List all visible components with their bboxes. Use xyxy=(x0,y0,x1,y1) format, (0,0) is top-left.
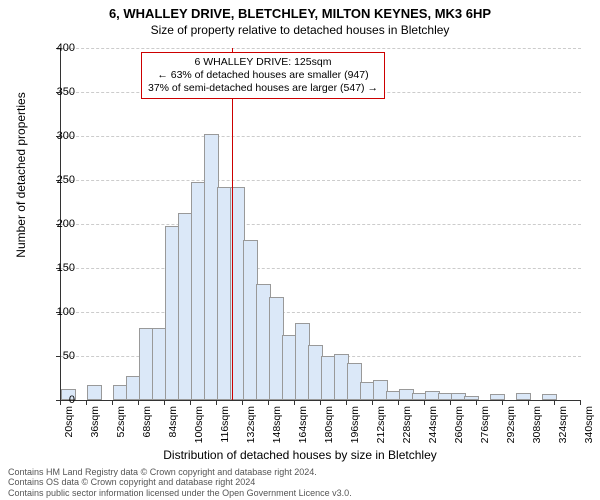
xtick-label: 36sqm xyxy=(89,406,101,456)
ytick-label: 400 xyxy=(45,42,75,54)
gridline xyxy=(61,48,581,49)
footer-line-2: Contains OS data © Crown copyright and d… xyxy=(8,477,352,487)
xtick-mark xyxy=(190,400,191,405)
xtick-mark xyxy=(60,400,61,405)
xtick-label: 20sqm xyxy=(63,406,75,456)
y-axis-label: Number of detached properties xyxy=(14,50,28,300)
xtick-label: 276sqm xyxy=(479,406,491,456)
xtick-label: 196sqm xyxy=(349,406,361,456)
xtick-mark xyxy=(502,400,503,405)
xtick-label: 84sqm xyxy=(167,406,179,456)
histogram-bar xyxy=(516,393,531,400)
ytick-label: 50 xyxy=(45,350,75,362)
xtick-label: 244sqm xyxy=(427,406,439,456)
xtick-label: 340sqm xyxy=(583,406,595,456)
gridline xyxy=(61,180,581,181)
xtick-mark xyxy=(164,400,165,405)
xtick-label: 260sqm xyxy=(453,406,465,456)
xtick-label: 52sqm xyxy=(115,406,127,456)
ytick-label: 250 xyxy=(45,174,75,186)
gridline xyxy=(61,224,581,225)
footer-attribution: Contains HM Land Registry data © Crown c… xyxy=(8,467,352,498)
infobox-line-1: 6 WHALLEY DRIVE: 125sqm xyxy=(148,56,378,69)
xtick-label: 148sqm xyxy=(271,406,283,456)
xtick-mark xyxy=(294,400,295,405)
xtick-mark xyxy=(112,400,113,405)
reference-marker-line xyxy=(232,48,233,400)
xtick-label: 116sqm xyxy=(219,406,231,456)
page-subtitle: Size of property relative to detached ho… xyxy=(0,22,600,37)
xtick-mark xyxy=(554,400,555,405)
xtick-mark xyxy=(216,400,217,405)
xtick-label: 212sqm xyxy=(375,406,387,456)
xtick-label: 324sqm xyxy=(557,406,569,456)
xtick-mark xyxy=(398,400,399,405)
xtick-label: 228sqm xyxy=(401,406,413,456)
xtick-mark xyxy=(86,400,87,405)
footer-line-3: Contains public sector information licen… xyxy=(8,488,352,498)
gridline xyxy=(61,268,581,269)
xtick-label: 132sqm xyxy=(245,406,257,456)
gridline xyxy=(61,136,581,137)
xtick-mark xyxy=(580,400,581,405)
infobox-line-2: ← 63% of detached houses are smaller (94… xyxy=(148,69,378,82)
gridline xyxy=(61,312,581,313)
xtick-label: 164sqm xyxy=(297,406,309,456)
xtick-mark xyxy=(476,400,477,405)
xtick-mark xyxy=(138,400,139,405)
chart-container: 6, WHALLEY DRIVE, BLETCHLEY, MILTON KEYN… xyxy=(0,0,600,500)
xtick-label: 68sqm xyxy=(141,406,153,456)
infobox-line-3: 37% of semi-detached houses are larger (… xyxy=(148,82,378,95)
ytick-label: 300 xyxy=(45,130,75,142)
xtick-mark xyxy=(268,400,269,405)
xtick-mark xyxy=(372,400,373,405)
xtick-mark xyxy=(320,400,321,405)
histogram-bar xyxy=(87,385,102,400)
xtick-mark xyxy=(424,400,425,405)
ytick-label: 200 xyxy=(45,218,75,230)
xtick-mark xyxy=(528,400,529,405)
xtick-label: 100sqm xyxy=(193,406,205,456)
ytick-label: 350 xyxy=(45,86,75,98)
footer-line-1: Contains HM Land Registry data © Crown c… xyxy=(8,467,352,477)
page-title: 6, WHALLEY DRIVE, BLETCHLEY, MILTON KEYN… xyxy=(0,0,600,22)
marker-infobox: 6 WHALLEY DRIVE: 125sqm ← 63% of detache… xyxy=(141,52,385,99)
xtick-label: 180sqm xyxy=(323,406,335,456)
ytick-label: 100 xyxy=(45,306,75,318)
xtick-mark xyxy=(346,400,347,405)
plot-area: 6 WHALLEY DRIVE: 125sqm ← 63% of detache… xyxy=(60,48,581,401)
xtick-label: 308sqm xyxy=(531,406,543,456)
xtick-label: 292sqm xyxy=(505,406,517,456)
xtick-mark xyxy=(450,400,451,405)
ytick-label: 150 xyxy=(45,262,75,274)
xtick-mark xyxy=(242,400,243,405)
